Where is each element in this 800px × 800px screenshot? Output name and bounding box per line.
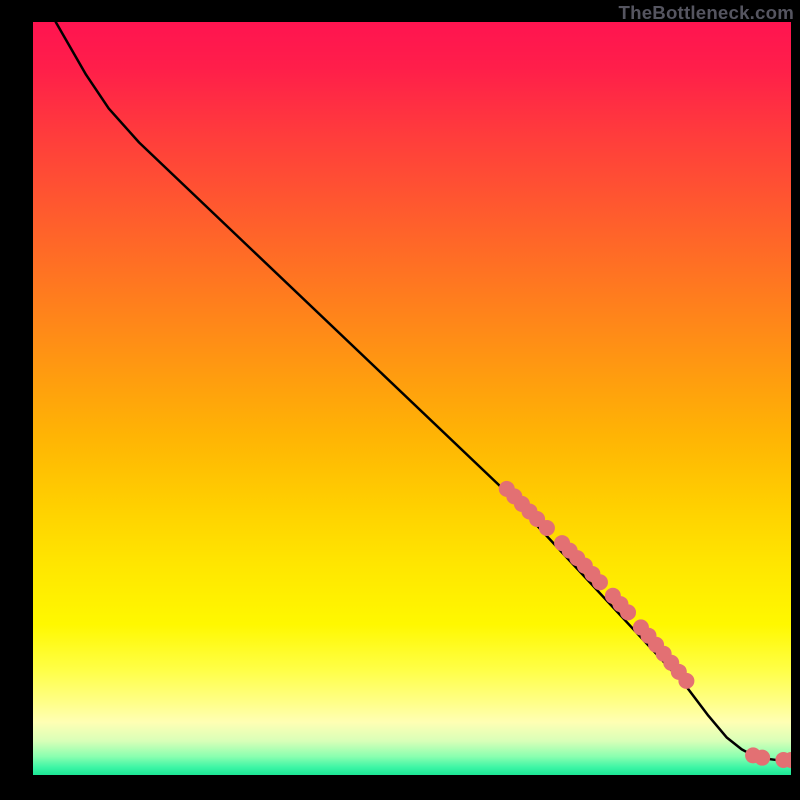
chart-frame: TheBottleneck.com: [0, 0, 800, 800]
data-point-marker: [592, 574, 608, 590]
data-point-marker: [678, 673, 694, 689]
watermark-text: TheBottleneck.com: [619, 2, 795, 24]
chart-overlay: [33, 22, 791, 775]
data-point-marker: [620, 604, 636, 620]
marker-group: [499, 481, 791, 768]
bottleneck-curve: [56, 22, 791, 760]
plot-area: [33, 22, 791, 775]
data-point-marker: [539, 520, 555, 536]
data-point-marker: [754, 750, 770, 766]
